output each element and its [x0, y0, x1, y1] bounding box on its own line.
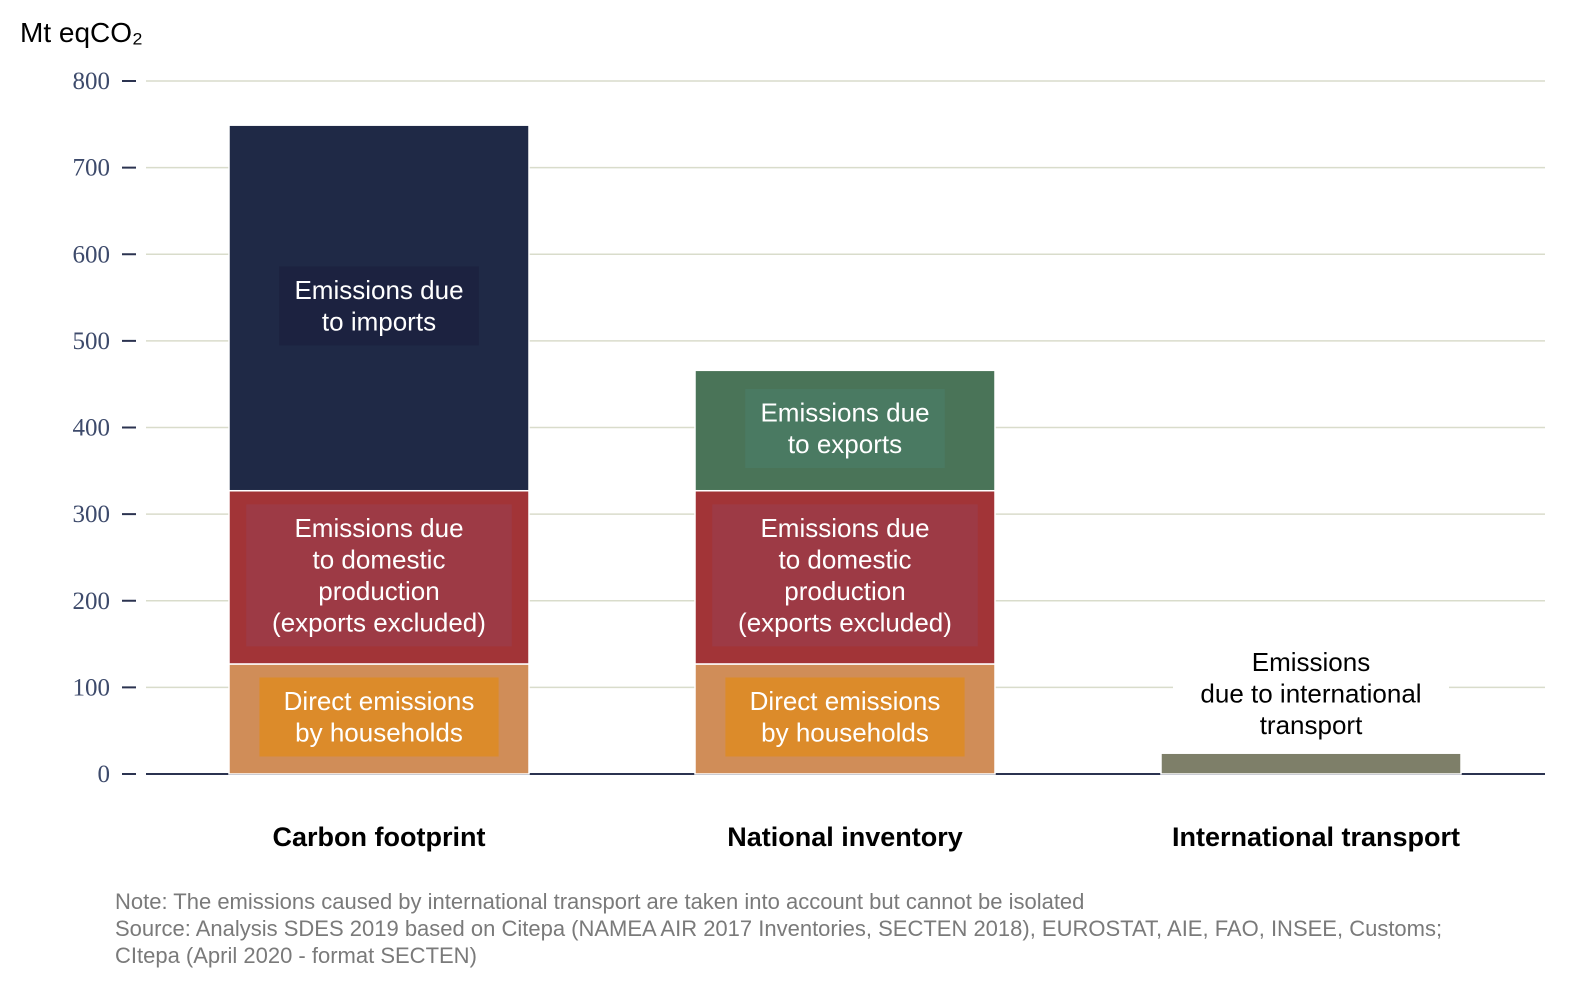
category-label: Carbon footprint — [273, 822, 486, 852]
annotation-line: Emissions — [1252, 647, 1370, 677]
segment-label-box — [279, 266, 479, 346]
y-tick-label: 800 — [73, 68, 111, 95]
y-tick-label: 600 — [73, 241, 111, 268]
y-tick-label: 400 — [73, 415, 111, 442]
segment-label-line: (exports excluded) — [272, 607, 486, 637]
segment-label-box — [712, 504, 978, 647]
segment-label-line: Emissions due — [760, 398, 929, 428]
chart-notes: Note: The emissions caused by internatio… — [115, 888, 1575, 969]
segment-label-line: Emissions due — [294, 513, 463, 543]
segment-label-line: Direct emissions — [750, 686, 941, 716]
segment-label-line: by households — [295, 718, 463, 748]
segment-label-line: to exports — [788, 429, 902, 459]
category-labels: Carbon footprint National inventory Intern… — [273, 822, 1461, 852]
segment-label-line: Emissions due — [760, 513, 929, 543]
y-tick-label: 300 — [73, 501, 111, 528]
segment-label-line: by households — [761, 718, 929, 748]
segment-label-line: to imports — [322, 307, 436, 337]
segment-label-line: (exports excluded) — [738, 607, 952, 637]
source-text-line-1: Source: Analysis SDES 2019 based on Cite… — [115, 916, 1443, 941]
segment-label-line: production — [318, 576, 439, 606]
y-tick-label: 100 — [73, 674, 111, 701]
y-axis-ticks: 0 100 200 300 400 500 600 700 800 — [73, 68, 136, 788]
segment-label-box — [246, 504, 512, 647]
annotation-line: due to international — [1200, 679, 1421, 709]
y-tick-label: 0 — [98, 761, 111, 788]
annotation-line: transport — [1260, 710, 1363, 740]
segment-label-line: production — [784, 576, 905, 606]
segment-label-line: Emissions due — [294, 275, 463, 305]
bar-segment — [1160, 752, 1462, 775]
segment-label-line: to domestic — [779, 544, 912, 574]
y-tick-label: 700 — [73, 155, 111, 182]
segment-label-box — [259, 677, 499, 757]
segment-label-line: to domestic — [313, 544, 446, 574]
segment-label-box — [745, 389, 945, 469]
y-axis-unit-label: Mt eqCO₂ — [20, 17, 143, 48]
y-tick-label: 500 — [73, 328, 111, 355]
note-text: Note: The emissions caused by internatio… — [115, 889, 1085, 914]
category-label: National inventory — [727, 822, 963, 852]
segment-label-box — [725, 677, 965, 757]
y-tick-label: 200 — [73, 588, 111, 615]
segment-label-line: Direct emissions — [284, 686, 475, 716]
category-label: International transport — [1172, 822, 1460, 852]
source-text-line-2: CItepa (April 2020 - format SECTEN) — [115, 943, 477, 968]
annotation-background — [1173, 644, 1449, 744]
